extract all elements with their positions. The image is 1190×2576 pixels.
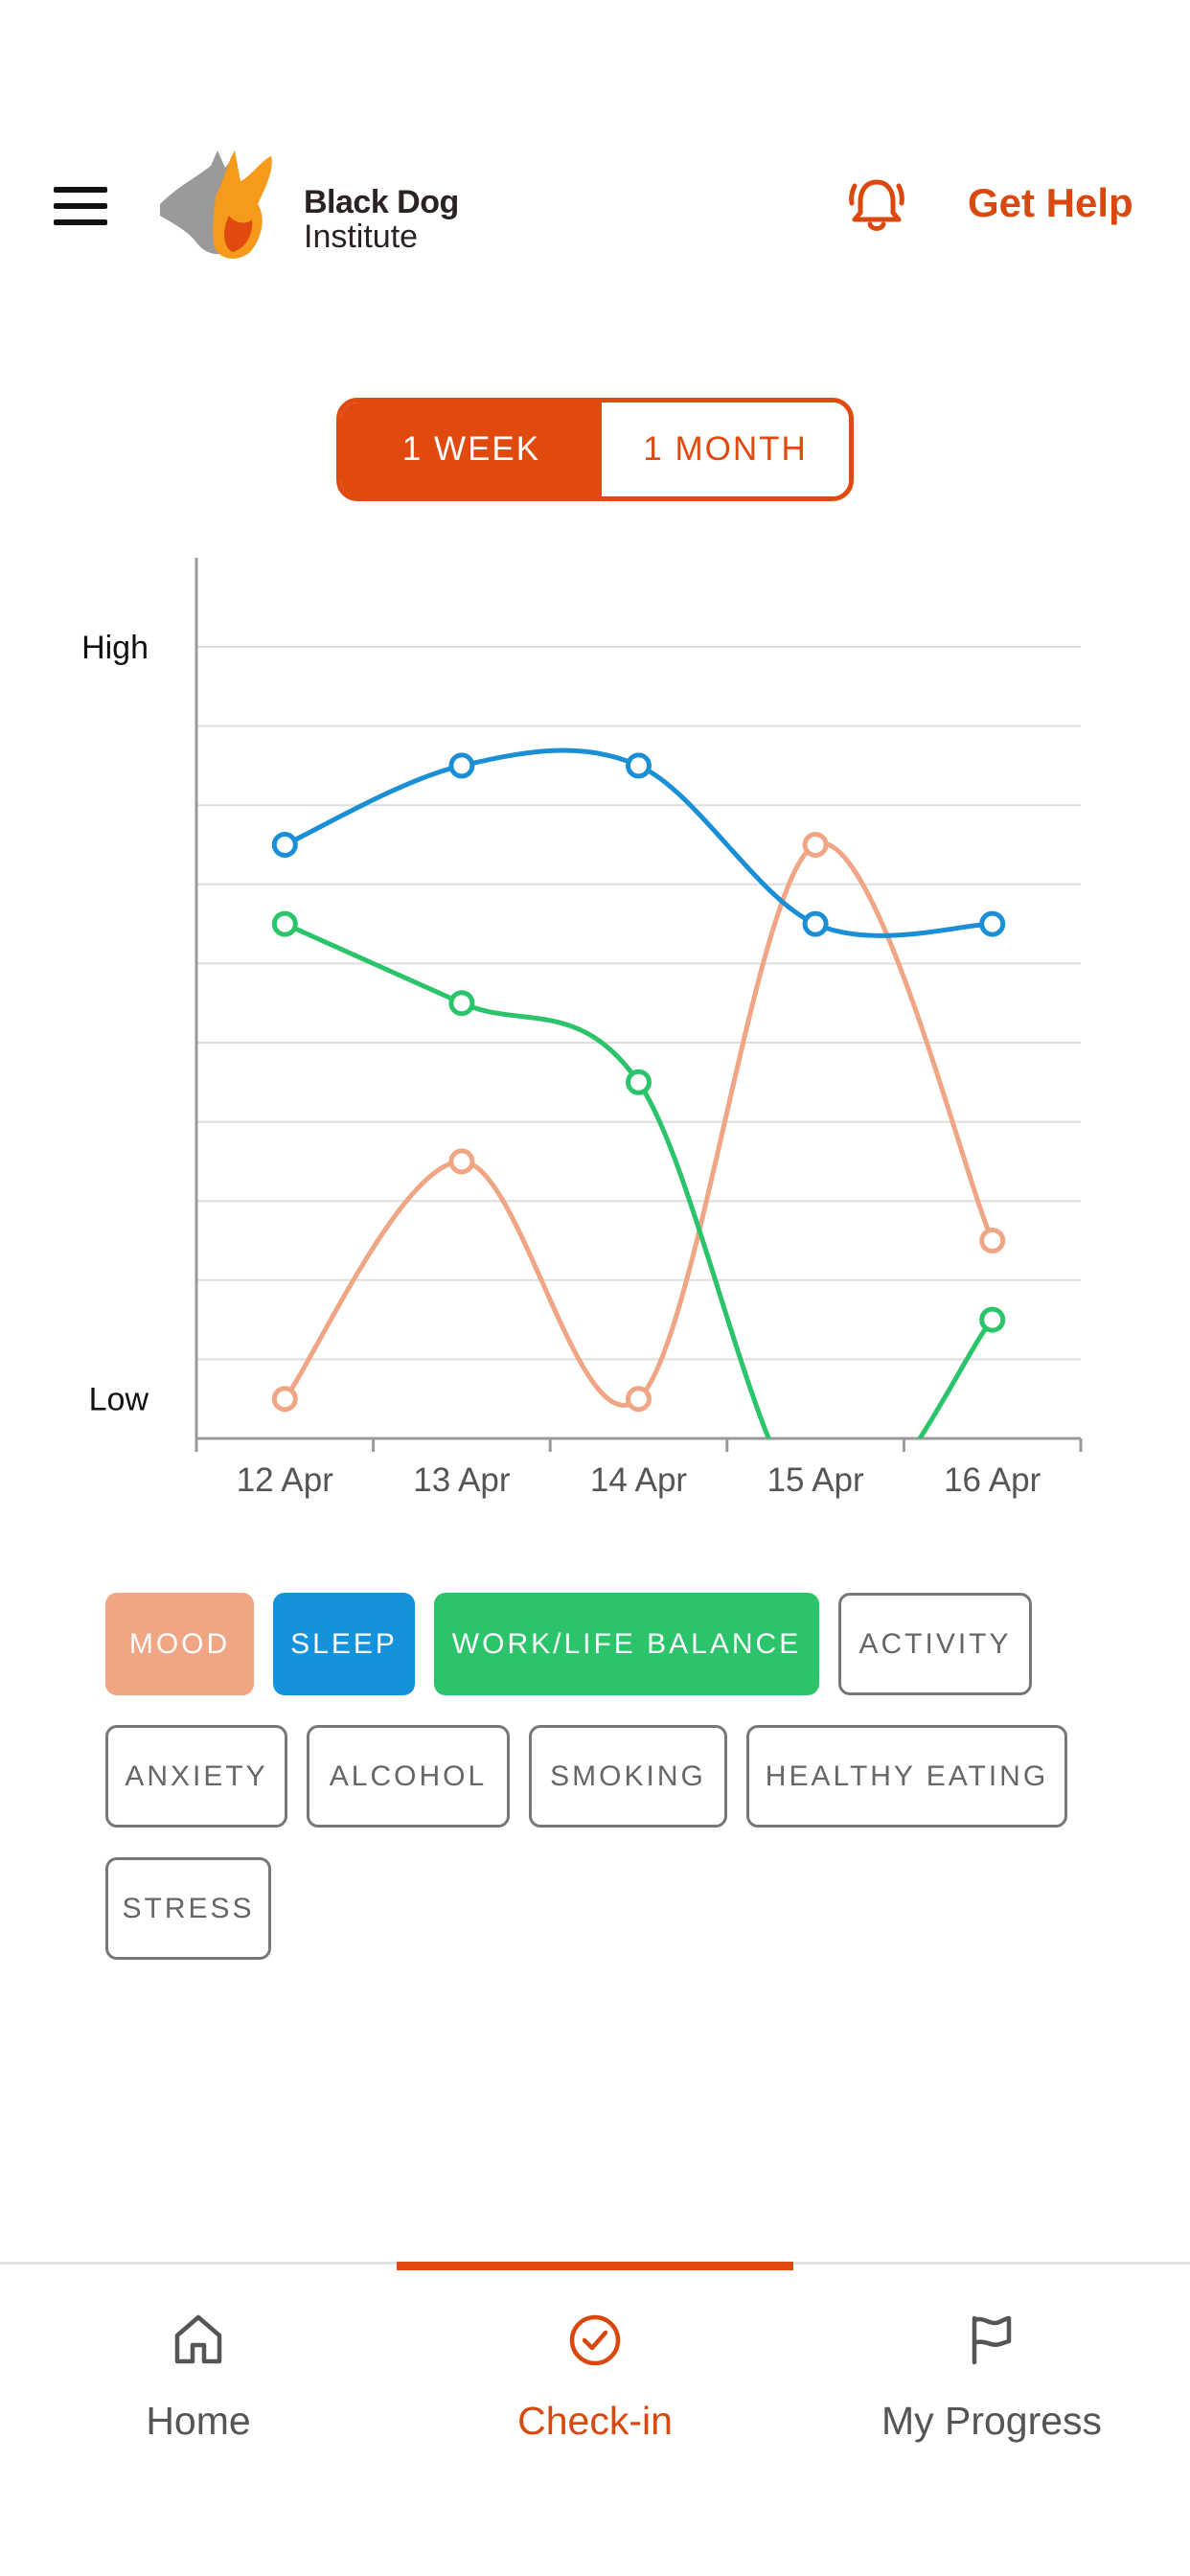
logo-line1: Black Dog	[304, 184, 459, 220]
x-tick-label: 14 Apr	[590, 1461, 688, 1499]
bottom-tab-bar: Home Check-in My Progress	[0, 2262, 1190, 2576]
tab-my-progress-label: My Progress	[881, 2399, 1103, 2443]
data-point	[626, 1386, 652, 1413]
data-point	[979, 1306, 1006, 1333]
chart-grid	[196, 646, 1081, 1361]
active-tab-indicator	[397, 2262, 793, 2270]
app-header: Black Dog Institute Get Help	[0, 134, 1190, 278]
data-point	[802, 910, 829, 937]
get-help-link[interactable]: Get Help	[968, 180, 1133, 225]
filter-chip-healthy-eating[interactable]: HEALTHY EATING	[746, 1725, 1067, 1828]
dog-hand-icon	[160, 150, 272, 259]
filter-chip-sleep[interactable]: SLEEP	[273, 1593, 415, 1695]
filter-chip-activity[interactable]: ACTIVITY	[838, 1593, 1032, 1695]
filter-chip-smoking[interactable]: SMOKING	[529, 1725, 727, 1828]
x-tick-label: 16 Apr	[944, 1461, 1041, 1499]
data-point	[626, 752, 652, 779]
chart-axes	[195, 558, 1083, 1452]
logo-text: Black Dog Institute	[304, 185, 459, 254]
filter-chip-stress[interactable]: STRESS	[105, 1857, 271, 1960]
data-point	[626, 1069, 652, 1095]
series-line	[282, 921, 995, 1438]
y-label-high: High	[81, 630, 149, 666]
filter-chip-alcohol[interactable]: ALCOHOL	[307, 1725, 510, 1828]
tab-check-in-label: Check-in	[517, 2399, 673, 2443]
data-point	[271, 832, 298, 858]
period-1-month-button[interactable]: 1 MONTH	[602, 402, 849, 496]
tab-home[interactable]: Home	[0, 2265, 397, 2475]
series-line	[282, 840, 995, 1408]
home-icon	[174, 2314, 222, 2364]
data-point	[448, 752, 475, 779]
chart-series	[271, 748, 1006, 1438]
hamburger-menu-icon[interactable]	[54, 187, 107, 225]
y-label-low: Low	[89, 1382, 149, 1418]
chart-labels: 12 Apr 13 Apr 14 Apr 15 Apr 16 Apr High Low	[81, 630, 1041, 1499]
black-dog-institute-logo: Black Dog Institute	[158, 149, 465, 268]
data-point	[979, 910, 1006, 937]
data-point	[802, 832, 829, 858]
data-point	[448, 990, 475, 1017]
filter-chip-mood[interactable]: MOOD	[105, 1593, 254, 1695]
data-point	[448, 1148, 475, 1175]
filter-chip-work-life-balance[interactable]: WORK/LIFE BALANCE	[434, 1593, 819, 1695]
series-mood	[282, 840, 995, 1408]
tab-my-progress[interactable]: My Progress	[793, 2265, 1190, 2475]
logo-line2: Institute	[304, 218, 419, 255]
period-toggle: 1 WEEK 1 MONTH	[336, 398, 854, 501]
data-point	[271, 1386, 298, 1413]
x-tick-label: 12 Apr	[237, 1461, 334, 1499]
check-circle-icon	[569, 2314, 621, 2366]
progress-line-chart: 12 Apr 13 Apr 14 Apr 15 Apr 16 Apr High Low	[81, 558, 1083, 1499]
flag-icon	[972, 2315, 1012, 2365]
tab-check-in[interactable]: Check-in	[397, 2265, 793, 2475]
notification-bell-icon[interactable]	[848, 174, 905, 234]
series-work-life-balance	[282, 921, 995, 1438]
x-tick-label: 15 Apr	[767, 1461, 864, 1499]
data-point	[979, 1228, 1006, 1254]
x-tick-label: 13 Apr	[413, 1461, 511, 1499]
filter-chip-anxiety[interactable]: ANXIETY	[105, 1725, 287, 1828]
data-point	[271, 910, 298, 937]
period-1-week-button[interactable]: 1 WEEK	[341, 402, 602, 496]
tab-home-label: Home	[146, 2399, 251, 2443]
